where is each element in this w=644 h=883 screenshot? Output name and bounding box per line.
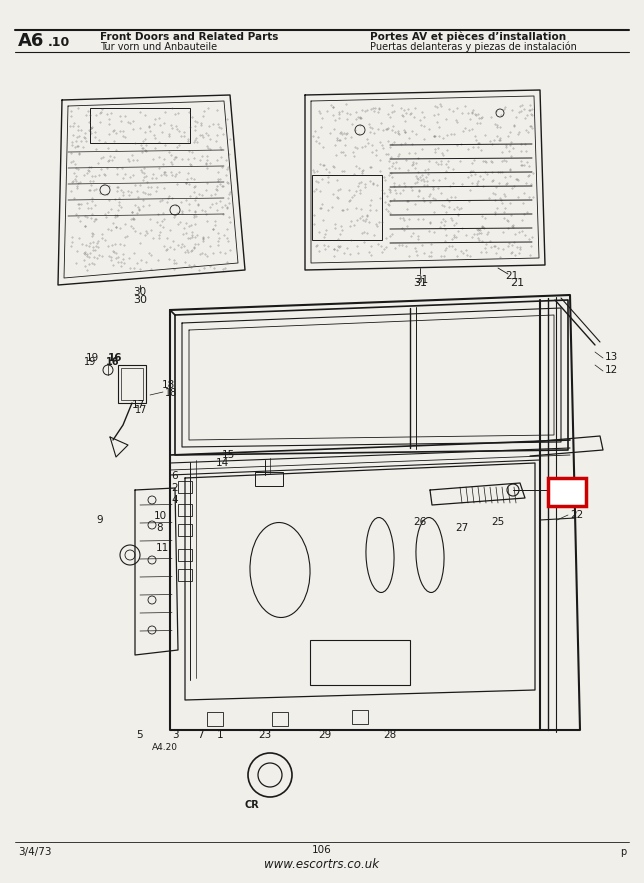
Text: 106: 106 (312, 845, 332, 855)
Text: 4: 4 (172, 495, 178, 505)
Text: 29: 29 (318, 730, 332, 740)
Bar (178, 549, 192, 561)
Bar (312, 175, 382, 240)
Text: 16: 16 (106, 357, 120, 367)
Bar (90, 108, 190, 143)
Text: 30: 30 (133, 287, 147, 297)
Text: 17: 17 (131, 400, 145, 410)
Text: p: p (620, 847, 626, 857)
Text: 3/4/73: 3/4/73 (18, 847, 52, 857)
Text: 9: 9 (97, 515, 103, 525)
Text: 26: 26 (413, 517, 426, 527)
Text: 28: 28 (383, 730, 397, 740)
Text: 16: 16 (108, 353, 122, 363)
Text: 10: 10 (153, 511, 167, 521)
Bar (352, 710, 368, 724)
Text: 21: 21 (510, 278, 524, 288)
Text: 3: 3 (172, 730, 178, 740)
Text: Portes AV et pièces d’installation: Portes AV et pièces d’installation (370, 32, 566, 42)
Text: 22: 22 (570, 510, 583, 520)
Text: 27: 27 (455, 523, 469, 533)
Bar (272, 712, 288, 726)
Text: 25: 25 (491, 517, 505, 527)
Bar (255, 472, 283, 486)
Text: 30: 30 (133, 295, 147, 305)
Text: 7: 7 (196, 730, 204, 740)
Text: 23: 23 (258, 730, 272, 740)
Text: 8: 8 (156, 523, 164, 533)
Text: Tur vorn und Anbauteile: Tur vorn und Anbauteile (100, 42, 217, 52)
Text: 17: 17 (135, 405, 147, 415)
Text: 31: 31 (415, 275, 429, 285)
Text: 24: 24 (558, 485, 576, 499)
Text: 14: 14 (215, 458, 229, 468)
Text: 11: 11 (155, 543, 169, 553)
Text: 18: 18 (165, 388, 177, 398)
Bar (207, 712, 223, 726)
Bar (178, 524, 192, 536)
Text: 2: 2 (172, 483, 178, 493)
Text: 18: 18 (162, 380, 175, 390)
Bar (178, 504, 192, 516)
Text: 12: 12 (605, 365, 618, 375)
Bar (118, 365, 146, 403)
Text: CR: CR (245, 800, 260, 810)
Text: 19: 19 (86, 353, 99, 363)
Text: 6: 6 (172, 471, 178, 481)
Text: Front Doors and Related Parts: Front Doors and Related Parts (100, 32, 278, 42)
Text: Puertas delanteras y piezas de instalación: Puertas delanteras y piezas de instalaci… (370, 42, 577, 52)
Bar (548, 478, 586, 506)
Bar (121, 368, 143, 400)
Bar (178, 569, 192, 581)
Bar (178, 481, 192, 493)
Text: 15: 15 (222, 450, 234, 460)
Text: 1: 1 (216, 730, 223, 740)
Text: A6: A6 (18, 32, 44, 50)
Text: .10: .10 (48, 36, 70, 49)
Text: A4.20: A4.20 (152, 743, 178, 752)
Text: www.escortrs.co.uk: www.escortrs.co.uk (265, 858, 379, 871)
Text: 5: 5 (137, 730, 144, 740)
Text: 19: 19 (84, 357, 96, 367)
Text: 31: 31 (413, 278, 427, 288)
Bar (310, 640, 410, 685)
Text: 21: 21 (506, 271, 518, 281)
Text: 13: 13 (605, 352, 618, 362)
